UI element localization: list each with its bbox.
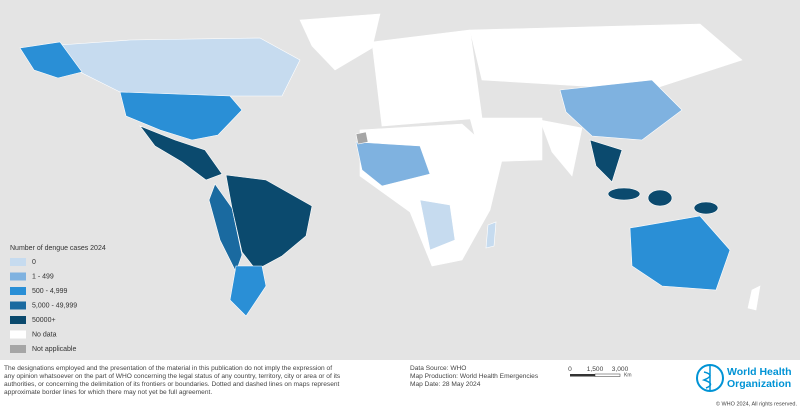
- scale-bar: 0 1,500 3,000 Km: [568, 366, 631, 379]
- legend-swatch: [10, 258, 26, 266]
- brazil: [225, 174, 313, 271]
- papua: [693, 201, 719, 215]
- greenland: [299, 13, 381, 71]
- legend-label: Not applicable: [32, 346, 76, 353]
- legend-title: Number of dengue cases 2024: [10, 245, 106, 252]
- legend-swatch: [10, 301, 26, 310]
- land-layer: [19, 13, 761, 317]
- scale-label: 3,000: [612, 366, 629, 373]
- scale-bar-white: [594, 373, 621, 377]
- legend-label: 0: [32, 259, 36, 266]
- legend-swatch: [10, 330, 26, 339]
- legend: Number of dengue cases 2024 0 1 - 499 500 …: [10, 245, 106, 353]
- logo-text: Organization: [727, 378, 791, 390]
- southeast-asia: [589, 139, 623, 183]
- southern-cone: [229, 265, 267, 317]
- legend-label: 1 - 499: [32, 273, 54, 280]
- footer: The designations employed and the presen…: [4, 364, 798, 407]
- scale-label: 0: [568, 366, 572, 373]
- indonesia-central: [647, 189, 673, 207]
- source-line: Map Date: 28 May 2024: [410, 381, 481, 388]
- west-africa: [355, 141, 431, 187]
- legend-swatch: [10, 287, 26, 295]
- copyright: © WHO 2024, All rights reserved.: [716, 400, 798, 407]
- united-states: [119, 91, 243, 141]
- disclaimer-line: The designations employed and the presen…: [4, 365, 332, 372]
- logo-serpent: [701, 371, 712, 389]
- disclaimer-line: authorities, or concerning the delimitat…: [4, 381, 340, 388]
- source-line: Map Production: World Health Emergencies: [410, 373, 539, 380]
- new-zealand: [747, 285, 761, 311]
- disclaimer: The designations employed and the presen…: [4, 365, 341, 396]
- legend-label: 50000+: [32, 317, 56, 324]
- alaska: [19, 41, 83, 79]
- russia: [469, 23, 743, 91]
- disclaimer-line: any opinion whatsoever on the part of WH…: [4, 373, 341, 380]
- indonesia-west: [607, 187, 641, 201]
- logo-text: World Health: [727, 366, 792, 378]
- canada: [59, 37, 301, 97]
- australia: [629, 215, 731, 291]
- legend-swatch: [10, 272, 26, 281]
- legend-label: No data: [32, 331, 57, 338]
- scale-label: 1,500: [587, 366, 604, 373]
- legend-label: 500 - 4,999: [32, 288, 68, 295]
- madagascar: [485, 221, 497, 249]
- legend-items: 0 1 - 499 500 - 4,999 5,000 - 49,999 50000+ N…: [10, 258, 77, 353]
- central-america: [139, 125, 223, 181]
- legend-label: 5,000 - 49,999: [32, 302, 77, 309]
- india: [539, 119, 583, 177]
- who-logo: World Health Organization: [696, 364, 792, 392]
- europe: [371, 29, 483, 127]
- legend-swatch: [10, 345, 26, 353]
- southern-africa: [419, 199, 456, 251]
- legend-swatch: [10, 316, 26, 324]
- china: [559, 79, 683, 141]
- not-applicable-area: [355, 131, 369, 145]
- scale-unit: Km: [624, 372, 632, 378]
- disclaimer-line: approximate border lines for which there…: [4, 389, 212, 396]
- source-line: Data Source: WHO: [410, 365, 466, 372]
